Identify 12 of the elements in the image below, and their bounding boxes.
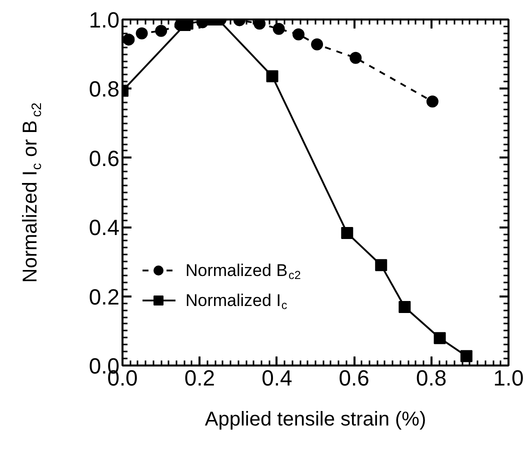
x-tick-label: 0.4 — [262, 366, 292, 390]
y-axis-title: Normalized Ic or Bc2 — [20, 102, 44, 283]
y-tick-label: 0.2 — [88, 284, 120, 310]
y-tick-label: 0.6 — [88, 146, 120, 171]
y-tick-label: 1.0 — [88, 8, 120, 32]
y-tick-label: 0.4 — [88, 215, 120, 240]
x-axis-title: Applied tensile strain (%) — [204, 408, 426, 430]
x-tick-label: 0.6 — [338, 366, 370, 390]
x-tick-label: 1.0 — [493, 366, 524, 390]
x-tick-label: 0.8 — [416, 366, 447, 390]
y-tick-label: 0.8 — [88, 76, 120, 102]
x-tick-label: 0.2 — [184, 366, 215, 390]
